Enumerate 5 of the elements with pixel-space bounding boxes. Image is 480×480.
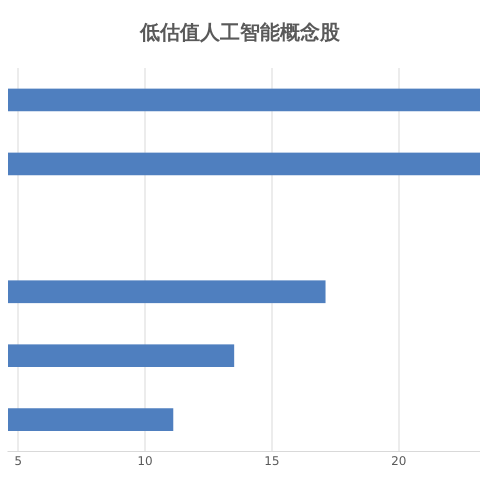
- chart-title: 低估值人工智能概念股: [139, 20, 341, 44]
- x-tick-label: 15: [264, 454, 280, 468]
- x-tick-label: 10: [137, 454, 153, 468]
- x-tick-label: 5: [14, 454, 22, 468]
- x-tick-label: 20: [391, 454, 406, 468]
